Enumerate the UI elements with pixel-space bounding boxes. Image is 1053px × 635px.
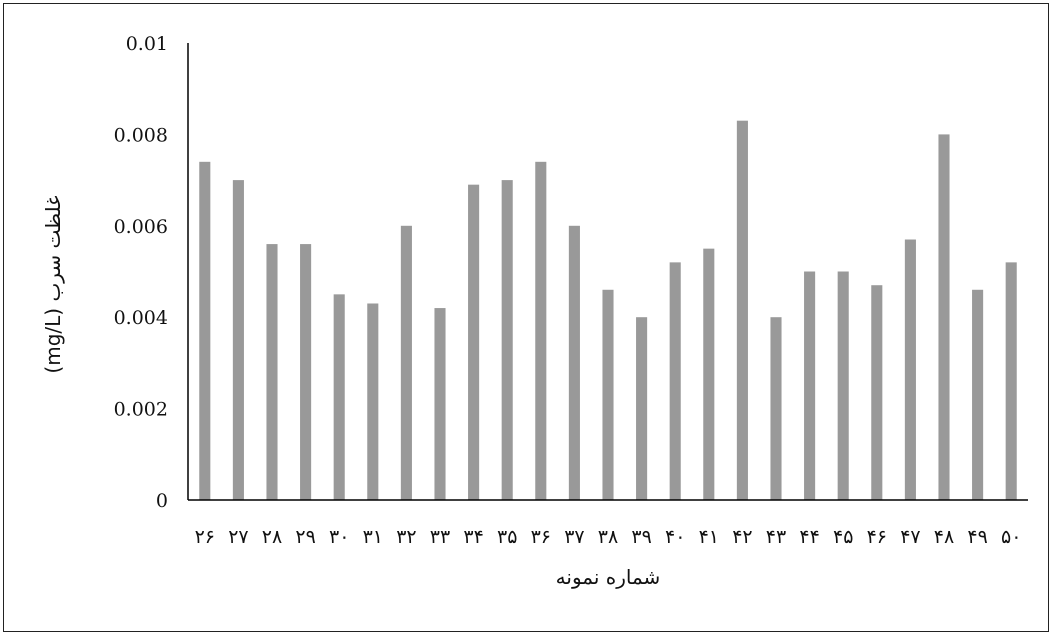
x-tick-label: ۳۴ xyxy=(463,526,483,548)
bar xyxy=(972,289,984,500)
x-tick-label: ۳۷ xyxy=(564,526,584,548)
x-tick-label: ۳۰ xyxy=(329,526,349,548)
x-tick-label: ۴۲ xyxy=(732,526,752,548)
bar xyxy=(770,317,782,500)
bar xyxy=(568,225,580,501)
bar xyxy=(871,285,883,500)
x-tick-label: ۳۱ xyxy=(363,526,383,548)
x-tick-label: ۲۹ xyxy=(295,526,315,548)
y-tick-label: 0.008 xyxy=(114,124,168,146)
bar xyxy=(300,244,312,500)
x-tick-label: ۴۴ xyxy=(799,526,819,548)
x-tick-label: ۴۱ xyxy=(699,526,719,548)
bar xyxy=(501,180,513,500)
x-axis-title: شماره نمونه xyxy=(556,565,661,589)
bar xyxy=(468,184,480,501)
bar xyxy=(232,180,244,500)
x-tick-label: ۴۸ xyxy=(934,526,954,548)
x-tick-label: ۳۹ xyxy=(631,526,651,548)
y-tick-label: 0.006 xyxy=(114,216,168,238)
bar xyxy=(266,244,278,500)
y-tick-label: 0.01 xyxy=(126,33,168,55)
x-tick-label: ۳۶ xyxy=(531,526,551,548)
bar xyxy=(367,303,379,500)
y-tick-label: 0.004 xyxy=(114,307,168,329)
x-tick-label: ۴۶ xyxy=(867,526,887,548)
bar xyxy=(199,161,211,500)
y-axis-title: غلظت سرب (mg/L) xyxy=(41,195,65,373)
bar xyxy=(1005,262,1017,500)
bar xyxy=(535,161,547,500)
x-tick-label: ۲۶ xyxy=(195,526,215,548)
bar xyxy=(400,225,412,501)
bar xyxy=(904,239,916,500)
y-tick-label: 0 xyxy=(156,490,168,512)
x-tick-labels: ۲۶ ۲۷ ۲۸ ۲۹ ۳۰ ۳۱ ۳۲ ۳۳ ۳۴ ۳۵ ۳۶ ۳۷ ۳۸ ۳۹ ۴۰ ۴۱ ۴۲ ۴۳ ۴۴ ۴۵… xyxy=(195,526,1022,548)
bar xyxy=(703,248,715,500)
x-tick-label: ۳۳ xyxy=(430,526,450,548)
bar xyxy=(938,134,950,500)
y-tick-label: 0.002 xyxy=(114,399,168,421)
x-tick-label: ۲۷ xyxy=(228,526,248,548)
y-tick-labels: 0 0.002 0.004 0.006 0.008 0.01 xyxy=(114,33,168,512)
bar xyxy=(669,262,681,500)
bar xyxy=(804,271,816,500)
x-tick-label: ۵۰ xyxy=(1001,526,1021,548)
bar xyxy=(636,317,648,500)
bar xyxy=(434,308,446,500)
bar xyxy=(837,271,849,500)
x-tick-label: ۴۰ xyxy=(665,526,685,548)
bar xyxy=(333,294,345,500)
bars-group xyxy=(199,120,1017,501)
bar xyxy=(602,289,614,500)
bar xyxy=(736,120,748,500)
x-tick-label: ۴۹ xyxy=(967,526,987,548)
x-tick-label: ۲۸ xyxy=(262,526,282,548)
x-tick-label: ۴۷ xyxy=(900,526,920,548)
x-tick-label: ۳۲ xyxy=(396,526,416,548)
x-tick-label: ۴۳ xyxy=(766,526,786,548)
x-tick-label: ۳۸ xyxy=(598,526,618,548)
x-tick-label: ۳۵ xyxy=(497,526,517,548)
x-tick-label: ۴۵ xyxy=(833,526,853,548)
